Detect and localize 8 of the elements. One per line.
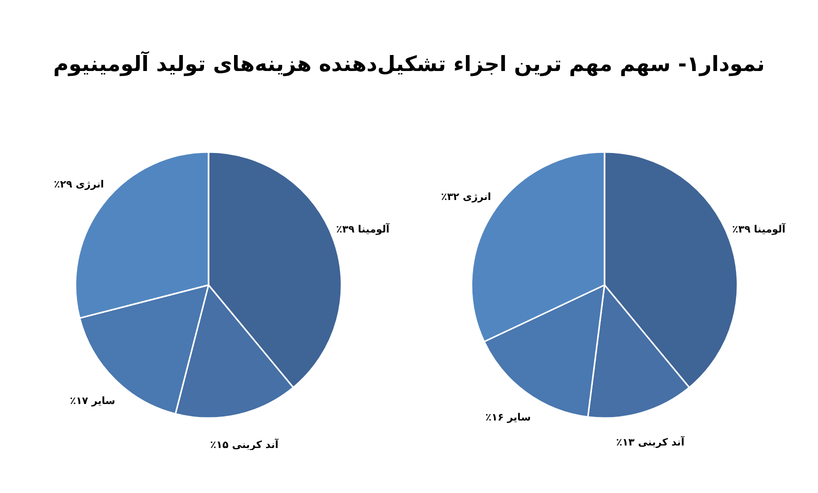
slice-label: انرژی ۳۲٪ <box>440 192 492 204</box>
slice-label: انرژی ۲۹٪ <box>54 179 104 190</box>
slice-label: آند کربنی ۱۳٪ <box>616 435 685 448</box>
slice-label: آلومینا ۳۹٪ <box>336 222 390 236</box>
slice-label: آلومینا ۳۹٪ <box>732 222 786 236</box>
slice-label: سایر ۱۶٪ <box>485 412 531 424</box>
chart-title: نمودار۱- سهم مهم ترین اجزاء تشکیل‌دهنده هزینه‌های تولید آلومینیوم <box>52 52 766 76</box>
slice-label: سایر ۱۷٪ <box>70 396 116 407</box>
